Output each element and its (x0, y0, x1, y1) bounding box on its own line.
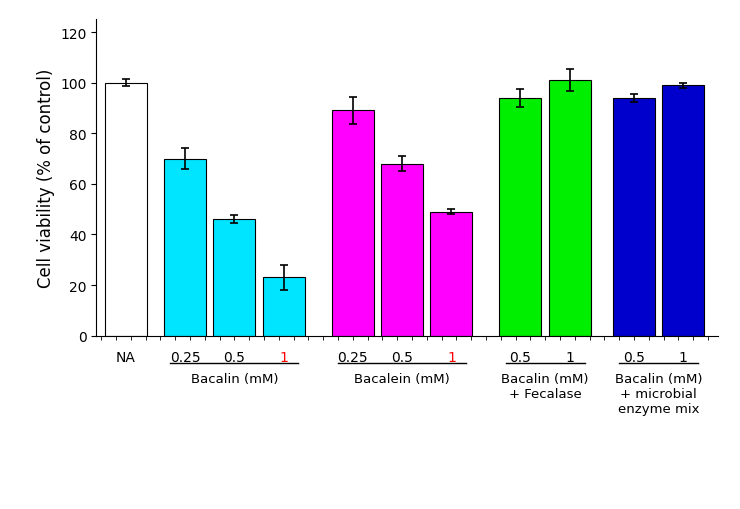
Bar (431, 212, 472, 336)
Bar (263, 278, 305, 336)
Text: 1: 1 (279, 350, 288, 364)
Text: 0.5: 0.5 (510, 350, 531, 364)
Text: 0.5: 0.5 (623, 350, 645, 364)
Text: 1: 1 (447, 350, 456, 364)
Bar (662, 86, 704, 336)
Bar (332, 111, 374, 336)
Text: 1: 1 (565, 350, 574, 364)
Text: Bacalin (mM): Bacalin (mM) (191, 373, 278, 385)
Bar (381, 164, 423, 336)
Text: 0.5: 0.5 (391, 350, 413, 364)
Text: 0.5: 0.5 (223, 350, 245, 364)
Text: 0.25: 0.25 (169, 350, 201, 364)
Text: Bacalein (mM): Bacalein (mM) (354, 373, 450, 385)
Bar (164, 159, 206, 336)
Bar (549, 81, 591, 336)
Bar (213, 220, 255, 336)
Text: 1: 1 (679, 350, 687, 364)
Text: NA: NA (116, 350, 135, 364)
Bar (105, 83, 147, 336)
Text: Bacalin (mM)
+ microbial
enzyme mix: Bacalin (mM) + microbial enzyme mix (615, 373, 702, 415)
Text: 0.25: 0.25 (337, 350, 368, 364)
Bar (613, 99, 655, 336)
Bar (500, 99, 542, 336)
Y-axis label: Cell viability (% of control): Cell viability (% of control) (36, 69, 55, 288)
Text: Bacalin (mM)
+ Fecalase: Bacalin (mM) + Fecalase (502, 373, 589, 401)
